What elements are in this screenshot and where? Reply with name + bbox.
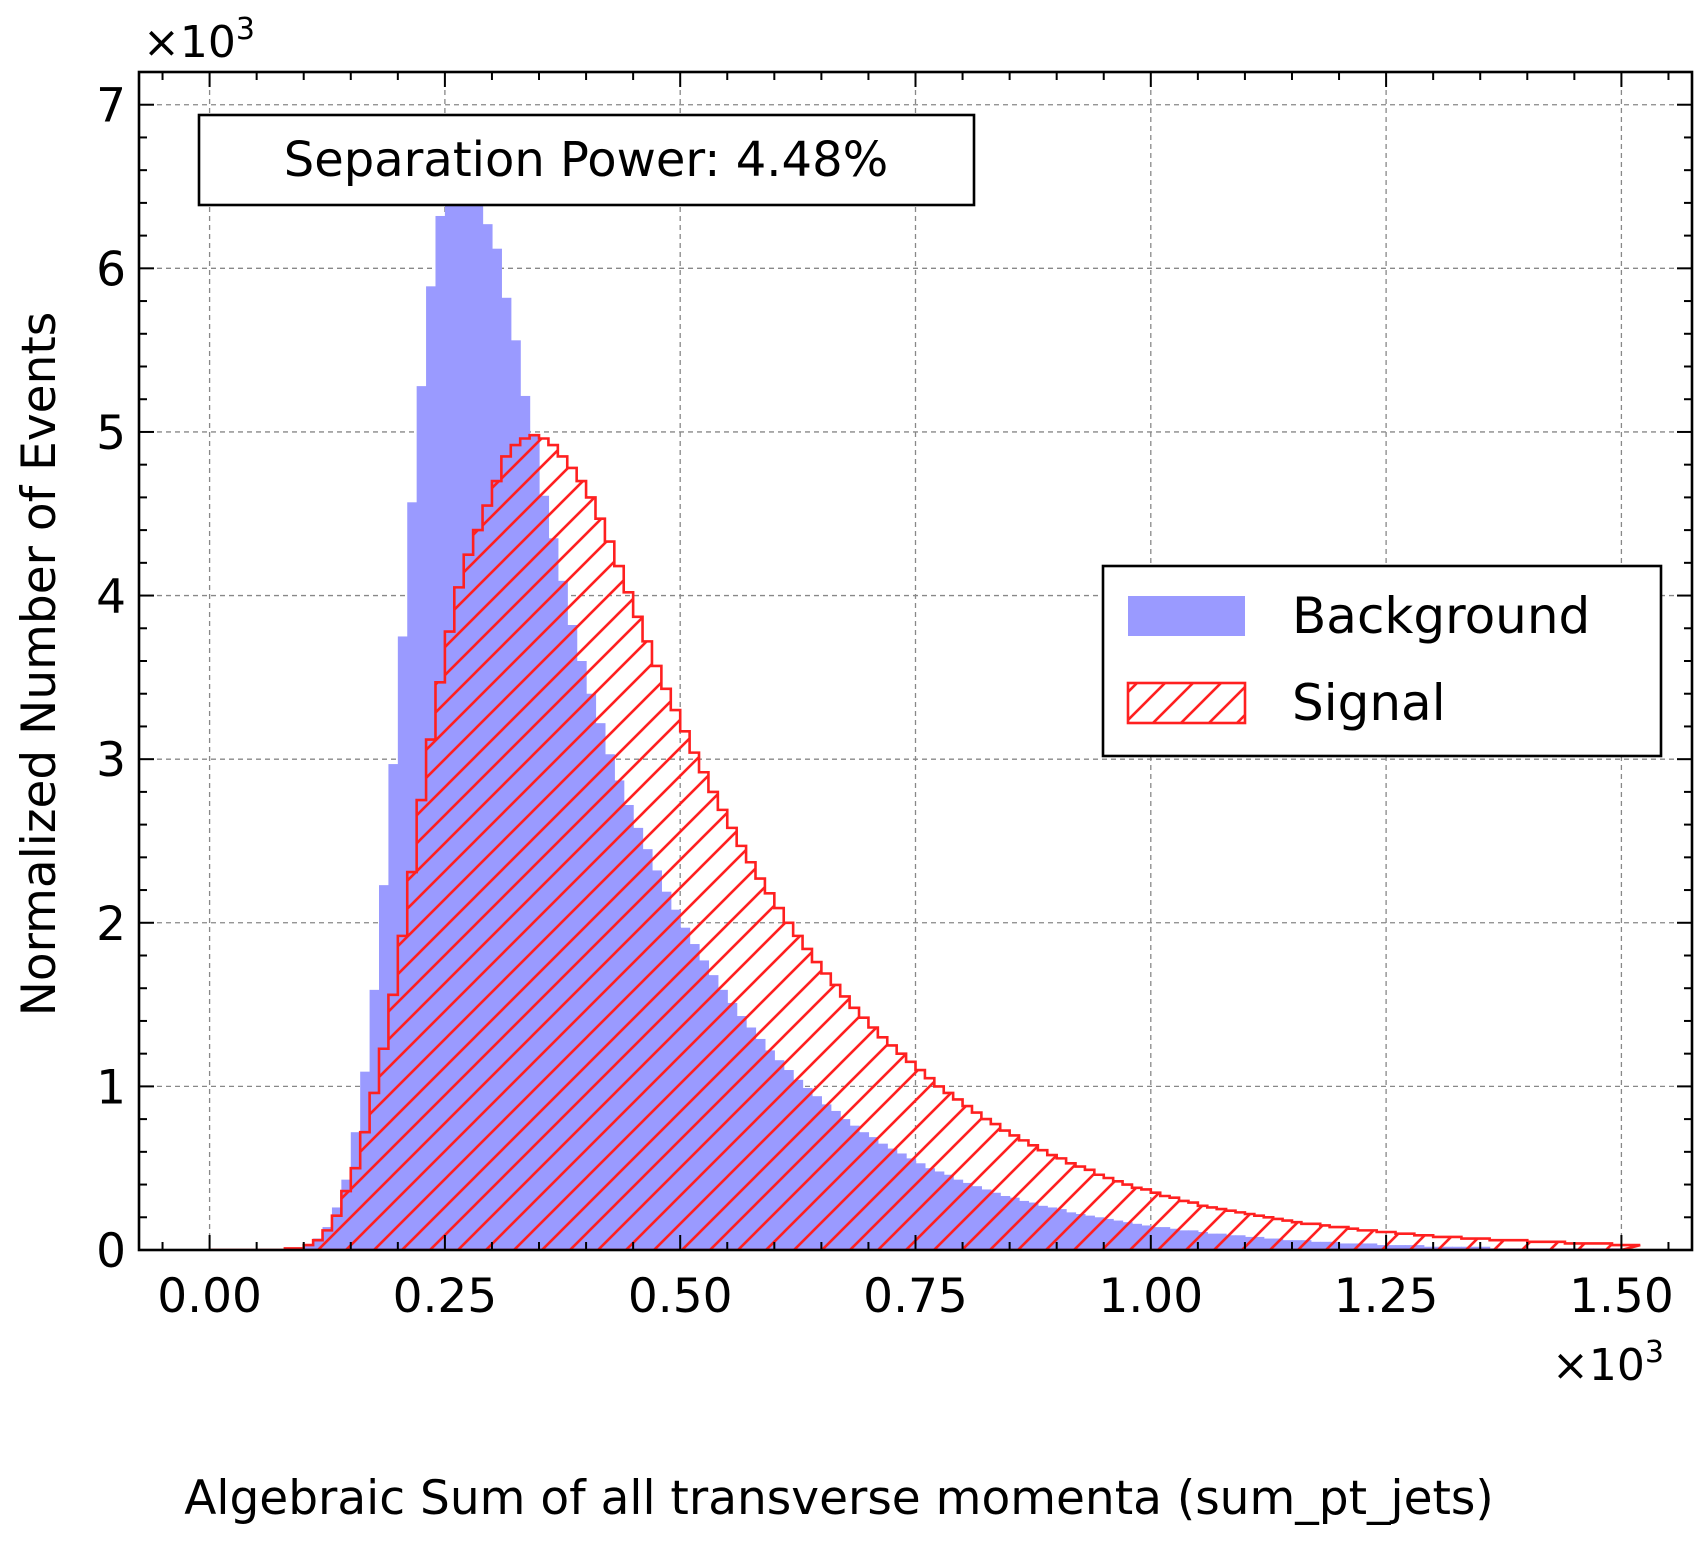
x-tick-label: 1.25	[1334, 1269, 1439, 1324]
y-tick-label: 5	[96, 406, 126, 461]
x-tick-label: 1.50	[1569, 1269, 1674, 1324]
x-tick-label: 0.50	[628, 1269, 733, 1324]
x-axis-multiplier: ×103	[1552, 1335, 1664, 1391]
legend-signal-swatch	[1126, 681, 1247, 725]
y-tick-label: 1	[96, 1060, 126, 1115]
separation-power-box: Separation Power: 4.48%	[197, 113, 976, 207]
axis-ticks	[139, 72, 1692, 1251]
legend-signal-label: Signal	[1292, 674, 1446, 732]
x-tick-label: 0.25	[393, 1269, 498, 1324]
y-tick-label: 2	[96, 897, 126, 952]
signal-series	[209, 433, 1641, 1250]
x-tick-label: 0.75	[863, 1269, 968, 1324]
y-tick-label: 3	[96, 733, 126, 788]
y-tick-label: 7	[96, 79, 126, 134]
signal-step-outline	[209, 433, 1641, 1250]
y-tick-label: 4	[96, 570, 126, 625]
y-tick-labels: 0 1 2 3 4 5 6 7	[96, 79, 126, 1279]
x-tick-label: 0.00	[157, 1269, 262, 1324]
y-tick-label: 6	[96, 242, 126, 297]
x-axis-label: Algebraic Sum of all transverse momenta …	[184, 1471, 1494, 1526]
legend: Background Signal	[1101, 564, 1663, 758]
legend-background-label: Background	[1292, 587, 1590, 645]
y-axis-multiplier: ×103	[143, 12, 255, 68]
y-axis-label: Normalized Number of Events	[12, 312, 67, 1017]
x-tick-labels: 0.00 0.25 0.50 0.75 1.00 1.25 1.50	[157, 1269, 1673, 1324]
separation-power-text: Separation Power: 4.48%	[284, 132, 888, 188]
legend-background-swatch	[1128, 596, 1245, 636]
x-tick-label: 1.00	[1098, 1269, 1203, 1324]
y-tick-label: 0	[96, 1224, 126, 1279]
